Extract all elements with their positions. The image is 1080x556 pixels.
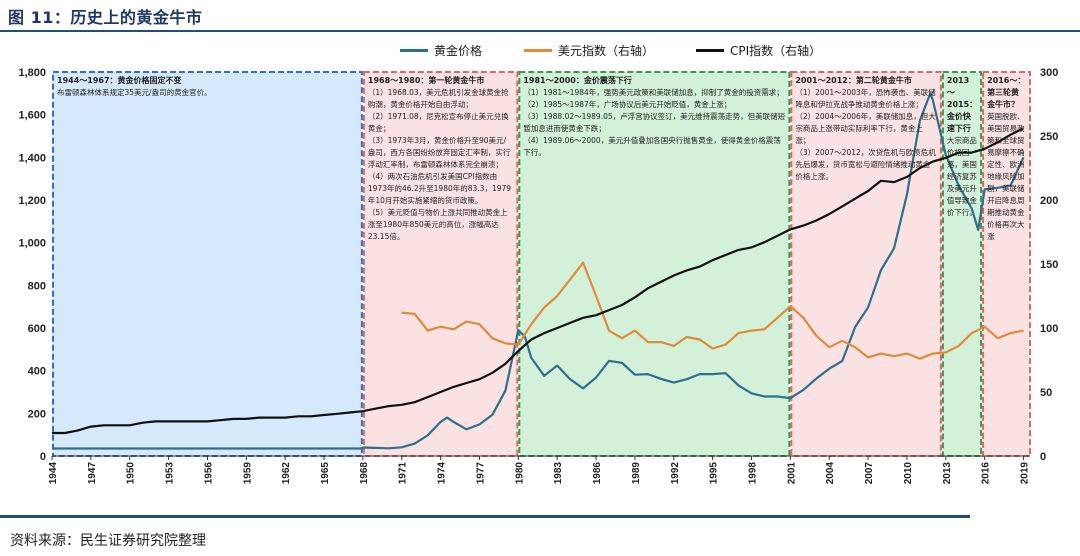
y-right-tick-label: 300 bbox=[1040, 67, 1058, 79]
y-left-tick-label: 1,800 bbox=[18, 67, 46, 79]
x-tick-label: 1983 bbox=[553, 462, 564, 485]
y-right-tick-label: 250 bbox=[1040, 131, 1058, 143]
series-line-2 bbox=[401, 261, 1024, 360]
period-title: 2013～2015：金价快速下行 bbox=[946, 76, 978, 133]
x-tick-label: 1950 bbox=[126, 462, 137, 485]
x-tick-label: 2016 bbox=[981, 462, 992, 485]
x-tick-label: 2004 bbox=[825, 462, 836, 485]
period-band-4 bbox=[790, 71, 942, 457]
legend-label-cpi: CPI指数（右轴） bbox=[730, 44, 822, 58]
period-line: （5）美元贬值与物价上涨共同推动黄金上涨至1980年850美元的高位，涨幅高达2… bbox=[367, 208, 508, 241]
y-right-tick-label: 50 bbox=[1040, 387, 1052, 399]
period-line: （1）1968.03，美元危机引发金球黄金抢购潮，黄金价格开始自由浮动； bbox=[367, 88, 509, 109]
y-left-tick-label: 600 bbox=[28, 323, 46, 335]
x-tick-label: 1986 bbox=[592, 462, 603, 485]
period-line: （3）1988.02～1989.05，卢浮宫协议签订，美元维持震荡走势，但美联储… bbox=[523, 112, 786, 133]
x-tick-label: 1944 bbox=[48, 462, 59, 485]
bottom-rule bbox=[0, 515, 970, 518]
x-tick-label: 1953 bbox=[165, 462, 176, 485]
y-right-tick-label: 150 bbox=[1040, 259, 1058, 271]
legend-label-gold: 黄金价格 bbox=[434, 44, 483, 58]
y-left-tick-label: 1,200 bbox=[18, 195, 46, 207]
x-tick-label: 1959 bbox=[242, 462, 253, 485]
period-line: （2）1985～1987年，广场协议后美元开始贬值，黄金上涨； bbox=[523, 100, 732, 109]
period-title: 2001～2012：第二轮黄金牛市 bbox=[795, 76, 912, 85]
period-annotation-4: 2001～2012：第二轮黄金牛市 （1）2001～2003年，恐怖袭击、美联储降… bbox=[795, 75, 937, 183]
period-band-3 bbox=[518, 71, 791, 457]
x-tick-label: 1962 bbox=[281, 462, 292, 485]
period-line: （3）1973年3月，黄金价格升至90美元/盎司，西方各国纷纷放弃固定汇率制，实… bbox=[367, 136, 511, 169]
period-line: （2）1971.08，尼克松宣布停止美元兑换黄金； bbox=[367, 112, 509, 133]
period-line: （1）2001～2003年，恐怖袭击、美联储降息和伊拉克战争推动黄金价格上涨； bbox=[795, 88, 936, 109]
y-left-tick-label: 1,400 bbox=[18, 152, 46, 164]
chart-legend: 黄金价格 美元指数（右轴） CPI指数（右轴） bbox=[400, 42, 821, 59]
y-left-tick-label: 200 bbox=[28, 408, 46, 420]
legend-label-dollar-index: 美元指数（右轴） bbox=[558, 44, 655, 58]
y-left-tick-label: 1,600 bbox=[18, 110, 46, 122]
period-line: （2）2004～2006年，美联储加息，但大宗商品上涨带动实际利率下行，黄金上涨… bbox=[795, 112, 936, 145]
period-annotation-3: 1981～2000：金价震荡下行 （1）1981～1984年，强势美元政策和美联储… bbox=[523, 75, 785, 159]
period-line: （1）1981～1984年，强势美元政策和美联储加息，抑制了黄金的投资需求； bbox=[523, 88, 784, 97]
y-right-tick-label: 100 bbox=[1040, 323, 1058, 335]
y-left-tick-label: 0 bbox=[40, 451, 46, 463]
period-title: 1968～1980：第一轮黄金牛市 bbox=[367, 76, 485, 85]
series-line-3 bbox=[52, 127, 1024, 435]
period-title: 1981～2000：金价震荡下行 bbox=[523, 76, 632, 85]
legend-swatch-gold bbox=[400, 49, 428, 52]
x-tick-label: 2007 bbox=[864, 462, 875, 485]
x-tick-label: 2013 bbox=[942, 462, 953, 485]
x-tick-label: 1947 bbox=[87, 462, 98, 485]
period-line: （4）两次石油危机引发美国CPI指数由1973年的46.2升至1980年的83.… bbox=[367, 172, 512, 205]
period-title: 2016～：第三轮黄金牛市？ bbox=[987, 76, 1026, 109]
x-tick-label: 1992 bbox=[670, 462, 681, 485]
period-band-5 bbox=[941, 71, 983, 457]
period-band-1 bbox=[52, 71, 363, 457]
y-left-tick-label: 400 bbox=[28, 366, 46, 378]
chart-axes: 0 200 400 600 800 1,000 1,200 1,400 1,600 1,800 0 5… bbox=[18, 67, 1058, 484]
legend-swatch-cpi bbox=[696, 49, 725, 52]
period-bands bbox=[52, 71, 1032, 457]
x-tick-label: 2010 bbox=[903, 462, 914, 485]
x-tick-label: 1980 bbox=[514, 462, 525, 485]
legend-item-gold: 黄金价格 bbox=[400, 42, 482, 59]
period-title: 1944～1967：黄金价格固定不变 bbox=[57, 76, 182, 85]
period-line: （4）1989.06～2000，美元升值叠加各国央行抛售黄金，使得黄金价格震荡下… bbox=[523, 136, 781, 157]
period-line: （3）2007～2012，次贷危机与欧债危机先后爆发，货币宽松与避险情绪推动黄金… bbox=[795, 148, 936, 181]
series-line-1 bbox=[52, 92, 1025, 450]
legend-item-cpi: CPI指数（右轴） bbox=[696, 42, 821, 59]
x-tick-label: 1977 bbox=[475, 462, 486, 485]
source-note: 资料来源：民生证券研究院整理 bbox=[10, 533, 206, 549]
figure-title: 图 11：历史上的黄金牛市 bbox=[8, 8, 203, 27]
legend-swatch-dollar-index bbox=[524, 49, 553, 52]
x-tick-label: 2001 bbox=[786, 462, 797, 485]
chart-series bbox=[52, 92, 1025, 450]
period-annotation-5: 2013～2015：金价快速下行 大宗商品价格回落，美国经济复苏及美元升值导致金价… bbox=[947, 75, 977, 219]
x-tick-label: 1965 bbox=[320, 462, 331, 485]
x-tick-label: 1971 bbox=[398, 462, 409, 485]
legend-item-dollar-index: 美元指数（右轴） bbox=[524, 42, 654, 59]
title-rule bbox=[0, 30, 1080, 32]
period-line: 布雷顿森林体系规定35美元/盎司的黄金官价。 bbox=[57, 88, 212, 97]
y-right-tick-label: 0 bbox=[1040, 451, 1046, 463]
x-tick-label: 1974 bbox=[437, 462, 448, 485]
x-tick-label: 1989 bbox=[631, 462, 642, 485]
x-tick-label: 1998 bbox=[747, 462, 758, 485]
x-tick-label: 1956 bbox=[203, 462, 214, 485]
x-tick-label: 2019 bbox=[1020, 462, 1031, 485]
x-tick-label: 1968 bbox=[359, 462, 370, 485]
period-annotation-1: 1944～1967：黄金价格固定不变布雷顿森林体系规定35美元/盎司的黄金官价。 bbox=[57, 75, 358, 99]
period-annotation-2: 1968～1980：第一轮黄金牛市 （1）1968.03，美元危机引发金球黄金抢购… bbox=[368, 75, 513, 243]
gold-bull-market-chart: 0 200 400 600 800 1,000 1,200 1,400 1,600 1,800 0 5… bbox=[18, 67, 1058, 484]
y-left-tick-label: 800 bbox=[28, 280, 46, 292]
period-annotation-6: 2016～：第三轮黄金牛市？ 英国脱欧、美国贸易政策和全球贸易摩擦不确定性、欧洲地… bbox=[987, 75, 1026, 243]
period-line: 大宗商品价格回落，美国经济复苏及美元升值导致金价下行。 bbox=[946, 136, 977, 217]
y-right-tick-label: 200 bbox=[1040, 195, 1058, 207]
period-line: 英国脱欧、美国贸易政策和全球贸易摩擦不确定性、欧洲地缘风险加剧，美联储开启降息周… bbox=[987, 112, 1025, 241]
y-left-tick-label: 1,000 bbox=[18, 238, 46, 250]
x-tick-label: 1995 bbox=[709, 462, 720, 485]
